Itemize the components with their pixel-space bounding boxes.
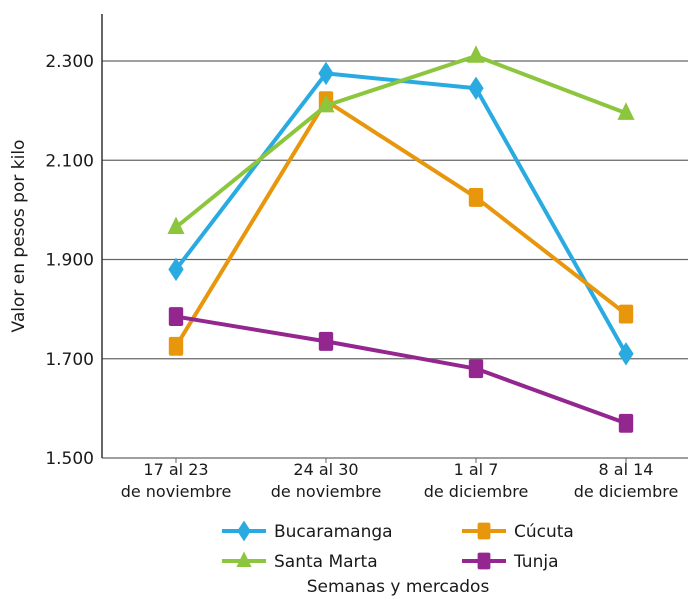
marker-diamond	[168, 257, 184, 282]
legend-item: Santa Marta	[222, 551, 378, 572]
y-tick-label: 1.900	[45, 251, 94, 271]
series-line	[175, 314, 627, 426]
series-santa-marta	[167, 45, 635, 234]
series-line	[174, 98, 628, 348]
series-line	[174, 54, 627, 229]
marker-diamond	[237, 520, 251, 542]
x-tick-label: 17 al 23	[143, 460, 208, 479]
y-axis-title: Valor en pesos por kilo	[9, 140, 29, 333]
legend-label: Bucaramanga	[274, 522, 393, 542]
legend-item: Bucaramanga	[222, 520, 393, 542]
series-group	[167, 45, 635, 433]
series-tunja	[168, 307, 634, 433]
x-tick-label: de diciembre	[574, 482, 679, 501]
x-tick-label: de noviembre	[271, 482, 382, 501]
y-tick-label: 1.700	[45, 350, 94, 370]
marker-square	[477, 522, 491, 540]
x-axis-title: Semanas y mercados	[307, 577, 490, 597]
y-tick-label: 2.300	[45, 52, 94, 72]
marker-triangle	[236, 551, 252, 567]
marker-square	[168, 307, 184, 327]
legend-label: Tunja	[513, 552, 559, 572]
legend-label: Cúcuta	[514, 522, 574, 542]
x-tick-labels: 17 al 23 de noviembre 24 al 30 de noviembre…	[121, 458, 679, 501]
y-tick-labels: 1.500 1.700 1.900 2.100 2.300	[45, 52, 94, 469]
series-line	[174, 71, 628, 355]
marker-square	[468, 359, 484, 379]
y-tick-label: 2.100	[45, 151, 94, 171]
marker-diamond	[618, 342, 634, 366]
marker-square	[477, 552, 491, 570]
marker-square	[168, 336, 184, 356]
marker-square	[618, 304, 634, 324]
marker-square	[618, 413, 634, 433]
marker-square	[468, 188, 484, 207]
series-bucaramanga	[168, 61, 634, 366]
marker-diamond	[318, 61, 334, 86]
y-tick-label: 1.500	[45, 449, 94, 469]
marker-triangle	[617, 102, 635, 120]
x-tick-label: 1 al 7	[454, 460, 499, 479]
series-cucuta	[168, 91, 634, 356]
marker-triangle	[317, 94, 335, 113]
legend-item: Cúcuta	[462, 522, 574, 542]
legend-item: Tunja	[462, 552, 559, 572]
x-tick-label: de noviembre	[121, 482, 232, 501]
x-tick-label: de diciembre	[424, 482, 529, 501]
gridlines	[102, 60, 688, 459]
marker-triangle	[167, 216, 185, 234]
x-tick-label: 24 al 30	[293, 460, 358, 479]
marker-triangle	[467, 45, 485, 63]
legend: Bucaramanga Cúcuta Santa Marta Tunja	[222, 520, 574, 572]
marker-diamond	[468, 76, 484, 100]
x-tick-label: 8 al 14	[599, 460, 654, 479]
marker-square	[318, 331, 334, 351]
legend-label: Santa Marta	[274, 552, 378, 572]
